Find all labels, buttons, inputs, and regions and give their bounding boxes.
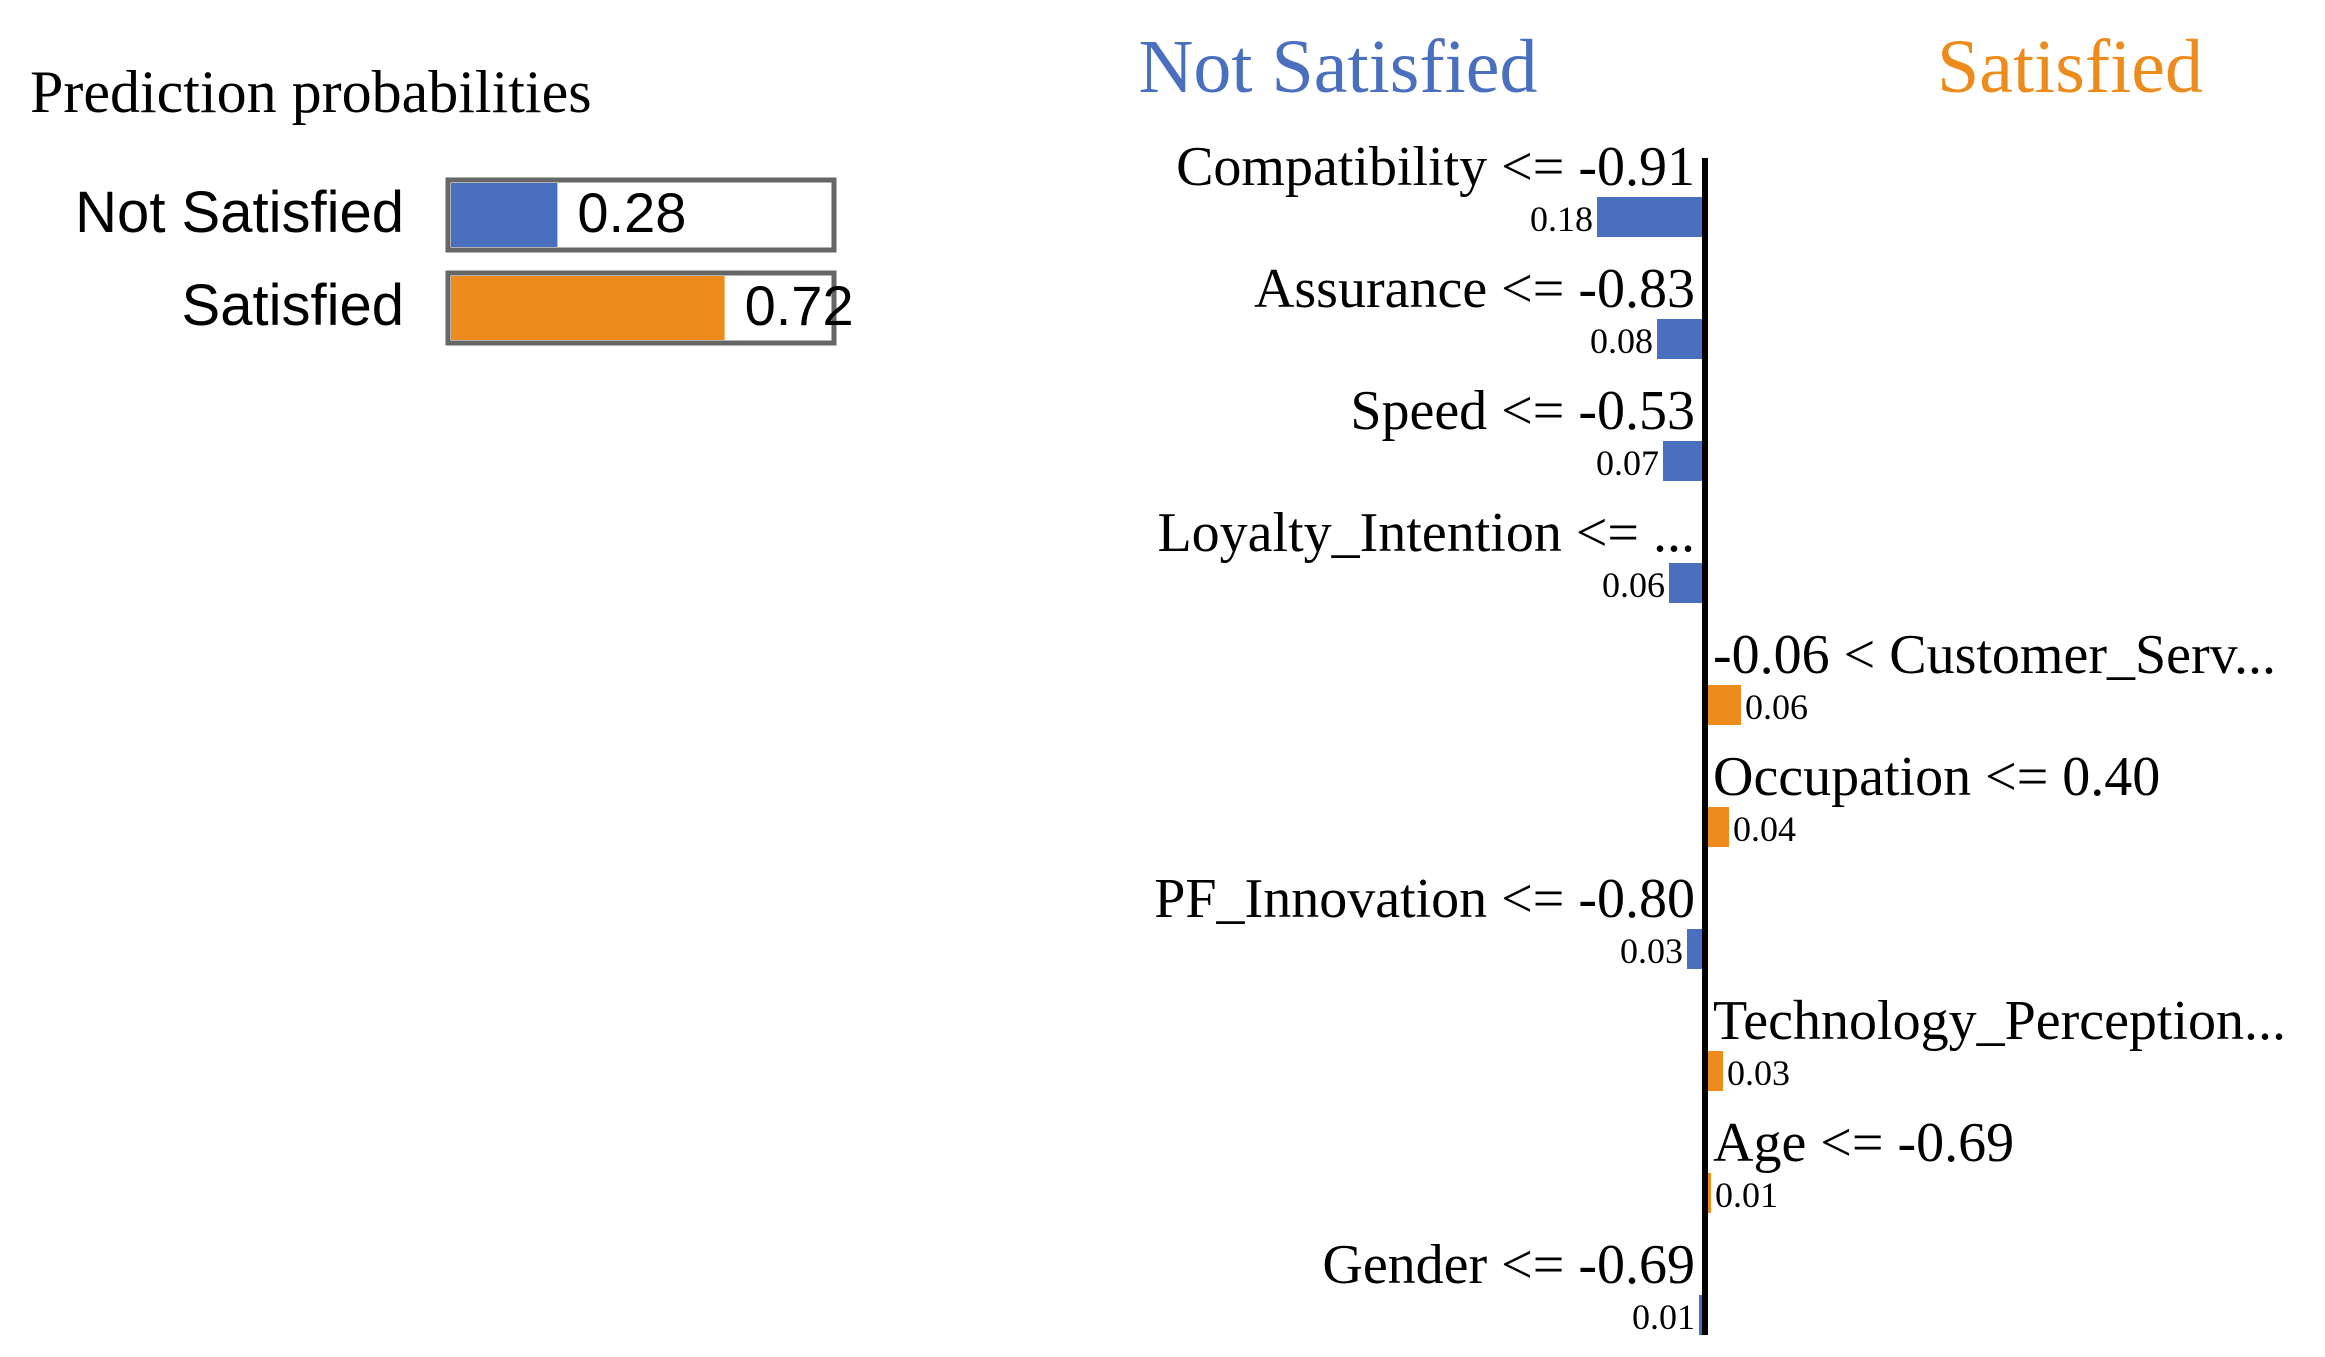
feature-weight-label: 0.01: [1632, 1297, 1695, 1337]
feature-bar: [1687, 929, 1705, 969]
feature-bar: [1663, 441, 1705, 481]
feature-bar: [1597, 197, 1705, 237]
negative-class-header: Not Satisfied: [1139, 25, 1538, 109]
feature-weight-label: 0.01: [1715, 1175, 1778, 1215]
feature-contributions-panel: Not Satisfied Satisfied Compatibility <=…: [1139, 25, 2287, 1337]
positive-class-header: Satisfied: [1937, 25, 2203, 109]
feature-weight-label: 0.06: [1602, 565, 1665, 605]
feature-weight-label: 0.03: [1727, 1053, 1790, 1093]
feature-label: Assurance <= -0.83: [1254, 258, 1695, 320]
feature-bar: [1705, 1051, 1723, 1091]
prob-label-not-satisfied: Not Satisfied: [75, 180, 404, 245]
feature-weight-label: 0.03: [1620, 931, 1683, 971]
prob-label-satisfied: Satisfied: [182, 273, 404, 338]
prob-bar-satisfied: [451, 276, 725, 340]
probability-rows: Not Satisfied 0.28 Satisfied 0.72: [75, 177, 854, 346]
feature-bar: [1669, 563, 1705, 603]
feature-bar: [1705, 685, 1741, 725]
prediction-probabilities-panel: Prediction probabilities Not Satisfied 0.…: [30, 59, 854, 346]
prob-bar-not-satisfied: [451, 183, 558, 247]
feature-label: Speed <= -0.53: [1350, 380, 1695, 442]
feature-label: -0.06 < Customer_Serv...: [1713, 624, 2276, 686]
feature-weight-label: 0.07: [1596, 443, 1659, 483]
feature-weight-label: 0.04: [1733, 809, 1796, 849]
feature-weight-label: 0.08: [1590, 321, 1653, 361]
probabilities-title: Prediction probabilities: [30, 59, 592, 125]
prob-value-not-satisfied: 0.28: [577, 181, 686, 244]
feature-bar: [1705, 807, 1729, 847]
feature-label: Age <= -0.69: [1713, 1112, 2014, 1174]
feature-label: Occupation <= 0.40: [1713, 746, 2160, 808]
feature-weight-label: 0.06: [1745, 687, 1808, 727]
feature-label: PF_Innovation <= -0.80: [1154, 868, 1695, 930]
feature-label: Loyalty_Intention <= ...: [1157, 502, 1695, 564]
feature-label: Compatibility <= -0.91: [1176, 136, 1695, 198]
prob-value-satisfied: 0.72: [745, 274, 854, 337]
feature-label: Gender <= -0.69: [1322, 1234, 1695, 1296]
feature-bar: [1657, 319, 1705, 359]
feature-weight-label: 0.18: [1530, 199, 1593, 239]
feature-bars: Compatibility <= -0.910.18 Assurance <= -…: [1154, 136, 2286, 1337]
feature-label: Technology_Perception...: [1713, 990, 2286, 1052]
